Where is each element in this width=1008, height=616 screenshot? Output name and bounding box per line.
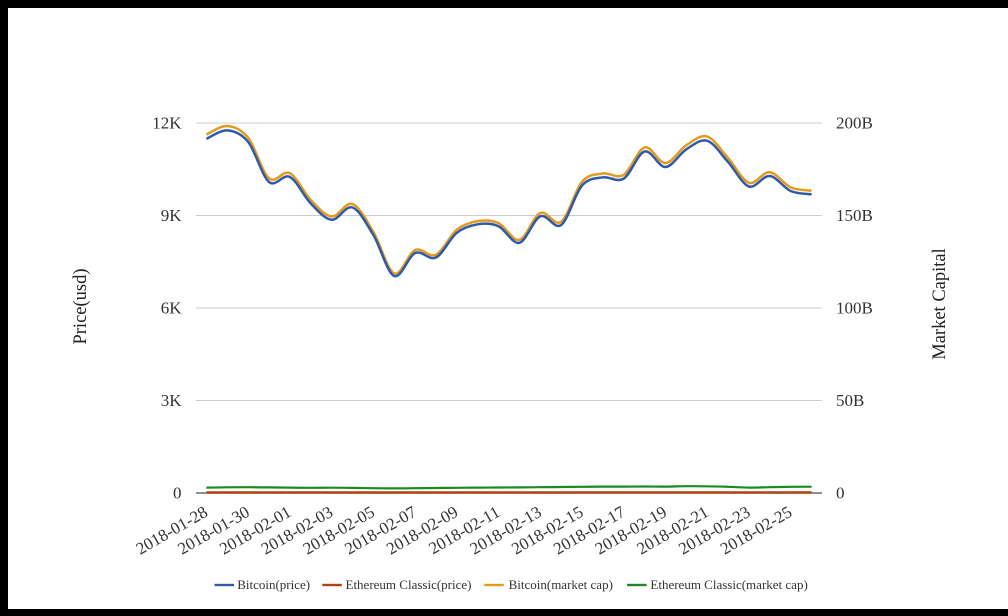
svg-text:12K: 12K <box>152 114 182 133</box>
svg-text:0: 0 <box>836 484 845 503</box>
svg-text:Bitcoin(market cap): Bitcoin(market cap) <box>509 577 613 592</box>
svg-text:0: 0 <box>173 484 182 503</box>
svg-text:100B: 100B <box>836 299 873 318</box>
svg-text:6K: 6K <box>161 299 183 318</box>
svg-text:3K: 3K <box>161 391 183 410</box>
svg-text:Bitcoin(price): Bitcoin(price) <box>237 577 310 592</box>
svg-text:50B: 50B <box>836 391 864 410</box>
svg-text:Ethereum Classic(market cap): Ethereum Classic(market cap) <box>650 577 807 592</box>
svg-text:150B: 150B <box>836 206 873 225</box>
svg-text:200B: 200B <box>836 114 873 133</box>
svg-text:Price(usd): Price(usd) <box>71 268 91 344</box>
svg-text:9K: 9K <box>161 206 183 225</box>
svg-text:Ethereum Classic(price): Ethereum Classic(price) <box>346 577 472 592</box>
svg-text:Market Capital: Market Capital <box>930 248 950 359</box>
